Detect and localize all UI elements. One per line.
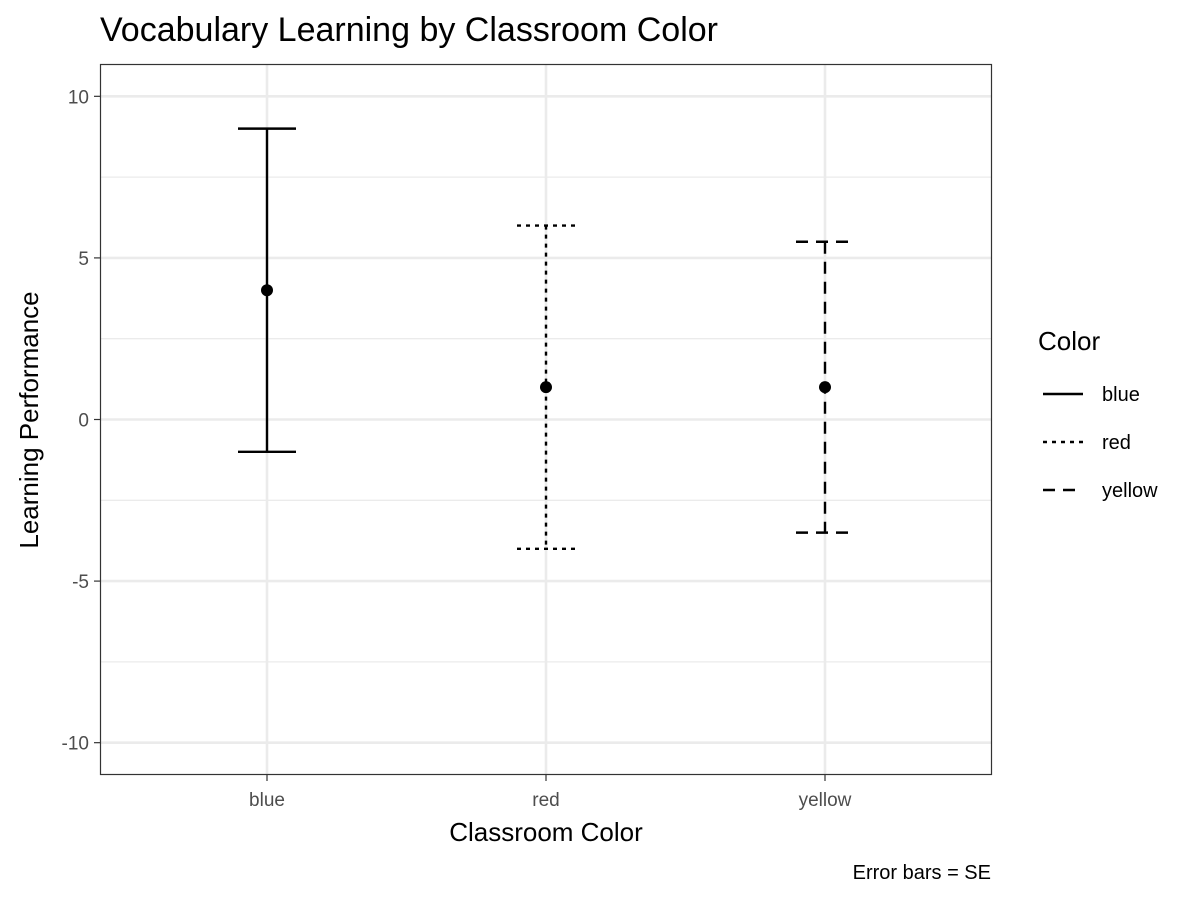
x-tick-label: red [532, 790, 559, 811]
mean-point [261, 284, 273, 297]
y-axis-title: Learning Performance [14, 291, 44, 548]
legend: Color blue red yellow [1038, 326, 1158, 502]
legend-label: red [1102, 432, 1131, 454]
error-bar-yellow [796, 240, 854, 534]
legend-label: blue [1102, 384, 1140, 406]
y-tick-label: 5 [78, 249, 89, 270]
mean-point [819, 381, 831, 394]
caption: Error bars = SE [853, 862, 991, 884]
y-tick-label: 10 [68, 87, 89, 108]
y-tick-label: -5 [72, 572, 89, 593]
y-tick-label: -10 [62, 734, 89, 755]
error-bar-marks [238, 127, 854, 550]
x-tick-label: blue [249, 790, 285, 811]
panel-border [99, 63, 993, 776]
x-tick-label: yellow [799, 790, 852, 811]
legend-title: Color [1038, 326, 1100, 356]
grid-lines [100, 64, 991, 775]
error-bar-red [517, 224, 575, 550]
y-tick-label: 0 [78, 411, 89, 432]
chart-title: Vocabulary Learning by Classroom Color [100, 11, 718, 49]
legend-label: yellow [1102, 480, 1158, 502]
axes: -10 -5 0 5 10 blue red yellow [62, 87, 852, 811]
x-axis-title: Classroom Color [449, 817, 643, 847]
mean-point [540, 381, 552, 394]
error-bar-blue [238, 127, 296, 454]
